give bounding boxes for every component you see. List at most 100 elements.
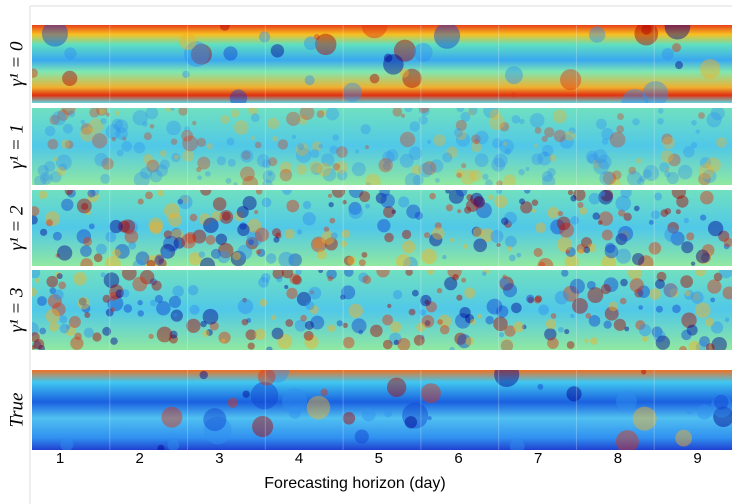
- blob: [217, 250, 231, 264]
- blob: [241, 318, 249, 326]
- column-label: 4: [295, 450, 303, 467]
- blob: [156, 326, 173, 343]
- blob: [245, 329, 257, 341]
- blob: [248, 239, 254, 246]
- blob: [354, 429, 369, 444]
- blob: [577, 201, 584, 209]
- blob: [393, 39, 416, 62]
- blob: [173, 237, 186, 249]
- blob: [45, 211, 61, 227]
- blob: [171, 228, 182, 239]
- blob: [186, 318, 201, 333]
- blob: [541, 135, 548, 142]
- blob: [237, 298, 254, 315]
- blob: [219, 210, 234, 224]
- blob: [83, 237, 93, 247]
- blob: [209, 321, 219, 331]
- blob: [683, 146, 695, 158]
- blob: [455, 168, 464, 177]
- blob: [137, 300, 143, 306]
- blob: [53, 156, 59, 162]
- blob: [160, 243, 176, 259]
- blob: [459, 306, 471, 319]
- blob: [383, 53, 393, 63]
- blob: [60, 438, 74, 450]
- blob: [583, 246, 591, 254]
- blob: [88, 223, 95, 230]
- blob: [538, 261, 546, 266]
- blob: [637, 177, 645, 185]
- blob: [435, 178, 440, 183]
- blob: [608, 301, 619, 312]
- blob: [151, 280, 162, 291]
- blob: [681, 241, 694, 254]
- blob: [675, 61, 684, 70]
- blob: [468, 108, 478, 116]
- blob: [608, 177, 621, 185]
- blob: [362, 275, 372, 285]
- blob: [108, 291, 118, 301]
- blob: [466, 199, 479, 212]
- blob: [54, 271, 62, 279]
- blob: [297, 143, 305, 150]
- blob: [68, 316, 81, 328]
- blob: [146, 259, 156, 266]
- blob: [110, 307, 116, 312]
- blob: [157, 444, 165, 450]
- blob: [694, 302, 711, 319]
- blob: [50, 171, 62, 183]
- blob: [380, 193, 395, 209]
- blob: [270, 44, 285, 58]
- blob: [109, 219, 123, 234]
- blob: [156, 300, 171, 316]
- blob: [245, 236, 259, 250]
- blob: [279, 161, 292, 174]
- blob: [376, 270, 390, 278]
- blob: [188, 252, 202, 266]
- blob: [402, 68, 422, 89]
- blob: [569, 278, 585, 294]
- blob: [80, 127, 95, 142]
- blob: [143, 132, 152, 141]
- blob: [310, 236, 327, 253]
- blob: [74, 332, 82, 340]
- blob: [377, 219, 391, 233]
- blob: [132, 276, 148, 292]
- blob: [496, 190, 503, 195]
- blob: [336, 320, 343, 327]
- blob: [402, 402, 429, 429]
- blob: [525, 166, 530, 171]
- blob: [544, 328, 557, 341]
- row-label: True: [6, 393, 27, 428]
- blob: [615, 430, 639, 450]
- blob: [51, 302, 66, 317]
- blob: [531, 208, 537, 214]
- blob: [494, 195, 508, 208]
- blob: [698, 163, 715, 179]
- blob: [343, 255, 355, 266]
- blob: [392, 108, 403, 117]
- blob: [691, 119, 697, 126]
- blob: [531, 153, 544, 166]
- blob: [399, 131, 416, 148]
- blob: [541, 171, 553, 183]
- blob: [304, 334, 319, 349]
- blob: [254, 141, 262, 149]
- blob: [420, 383, 441, 404]
- blob: [601, 127, 614, 141]
- blob: [623, 212, 632, 222]
- blob: [383, 206, 395, 218]
- blob: [700, 190, 714, 205]
- blob: [584, 338, 589, 343]
- blob: [393, 339, 400, 345]
- blob: [554, 290, 569, 305]
- blob: [255, 190, 263, 195]
- blob: [327, 275, 333, 282]
- blob: [411, 164, 422, 175]
- blob: [570, 195, 577, 202]
- blob: [155, 164, 168, 177]
- blob: [365, 173, 381, 185]
- blob: [365, 203, 371, 209]
- blob: [57, 109, 69, 121]
- blob: [303, 330, 314, 341]
